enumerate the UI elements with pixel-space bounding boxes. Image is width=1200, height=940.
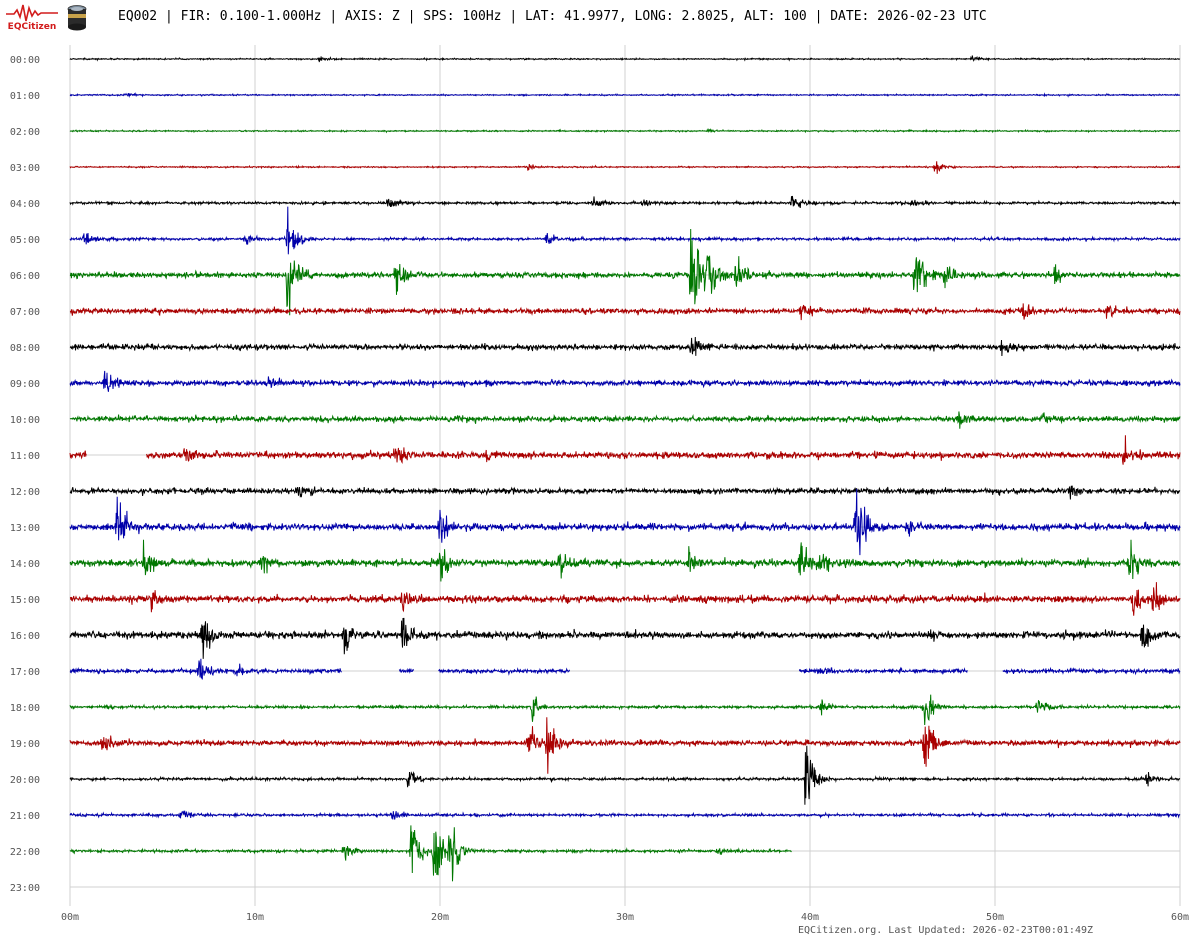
trace-2000 <box>69 745 1181 805</box>
trace-1900 <box>69 717 1181 774</box>
trace-0800 <box>69 336 1181 357</box>
trace-1500 <box>69 582 1181 616</box>
axis-labels: 00m 10m 20m 30m 40m 50m 60m 00:00 01:00 02:00 03:0… <box>10 55 1189 923</box>
trace-0500 <box>69 206 1181 255</box>
eqcitizen-logo: EQCitizen <box>4 2 60 34</box>
trace-0600 <box>69 228 1181 316</box>
chart-header-title: EQ002 | FIR: 0.100-1.000Hz | AXIS: Z | S… <box>118 9 987 24</box>
y-tick-label: 15:00 <box>10 595 40 606</box>
y-tick-label: 14:00 <box>10 559 40 570</box>
trace-0300 <box>69 161 1181 174</box>
y-tick-label: 11:00 <box>10 451 40 462</box>
trace-1600 <box>69 617 1181 659</box>
y-tick-label: 17:00 <box>10 667 40 678</box>
trace-layer <box>69 55 1181 882</box>
trace-1200 <box>69 485 1181 500</box>
trace-0100 <box>69 92 1181 98</box>
y-tick-label: 03:00 <box>10 163 40 174</box>
y-tick-label: 04:00 <box>10 199 40 210</box>
trace-1000 <box>69 411 1181 429</box>
y-tick-label: 18:00 <box>10 703 40 714</box>
y-tick-label: 20:00 <box>10 775 40 786</box>
y-tick-label: 05:00 <box>10 235 40 246</box>
trace-0200 <box>69 128 1181 134</box>
sensor-device-icon <box>66 4 88 32</box>
x-tick-label: 20m <box>431 912 449 923</box>
y-tick-label: 07:00 <box>10 307 40 318</box>
y-tick-label: 21:00 <box>10 811 40 822</box>
trace-1400 <box>69 539 1181 582</box>
y-tick-label: 22:00 <box>10 847 40 858</box>
x-tick-label: 60m <box>1171 912 1189 923</box>
x-tick-label: 50m <box>986 912 1004 923</box>
y-tick-label: 23:00 <box>10 883 40 894</box>
y-tick-label: 08:00 <box>10 343 40 354</box>
y-tick-label: 06:00 <box>10 271 40 282</box>
grid <box>69 45 1181 906</box>
x-tick-label: 40m <box>801 912 819 923</box>
trace-0900 <box>69 370 1181 392</box>
trace-0000 <box>69 55 1181 63</box>
logo-text: EQCitizen <box>7 22 57 32</box>
y-tick-label: 12:00 <box>10 487 40 498</box>
seismograph-logo-icon <box>6 4 58 22</box>
y-tick-label: 19:00 <box>10 739 40 750</box>
x-tick-label: 00m <box>61 912 79 923</box>
y-tick-label: 09:00 <box>10 379 40 390</box>
y-tick-label: 00:00 <box>10 55 40 66</box>
footer-last-updated: EQCitizen.org. Last Updated: 2026-02-23T… <box>798 925 1094 936</box>
trace-2200 <box>69 825 792 882</box>
trace-0700 <box>69 303 1181 321</box>
x-tick-label: 10m <box>246 912 264 923</box>
y-tick-label: 10:00 <box>10 415 40 426</box>
trace-2100 <box>69 810 1181 820</box>
trace-1300 <box>69 488 1181 556</box>
trace-1800 <box>69 694 1181 726</box>
x-tick-label: 30m <box>616 912 634 923</box>
trace-1700 <box>69 658 1181 680</box>
y-tick-label: 16:00 <box>10 631 40 642</box>
trace-0400 <box>69 195 1181 208</box>
trace-1100 <box>69 435 1181 465</box>
y-tick-label: 02:00 <box>10 127 40 138</box>
y-tick-label: 13:00 <box>10 523 40 534</box>
y-tick-label: 01:00 <box>10 91 40 102</box>
